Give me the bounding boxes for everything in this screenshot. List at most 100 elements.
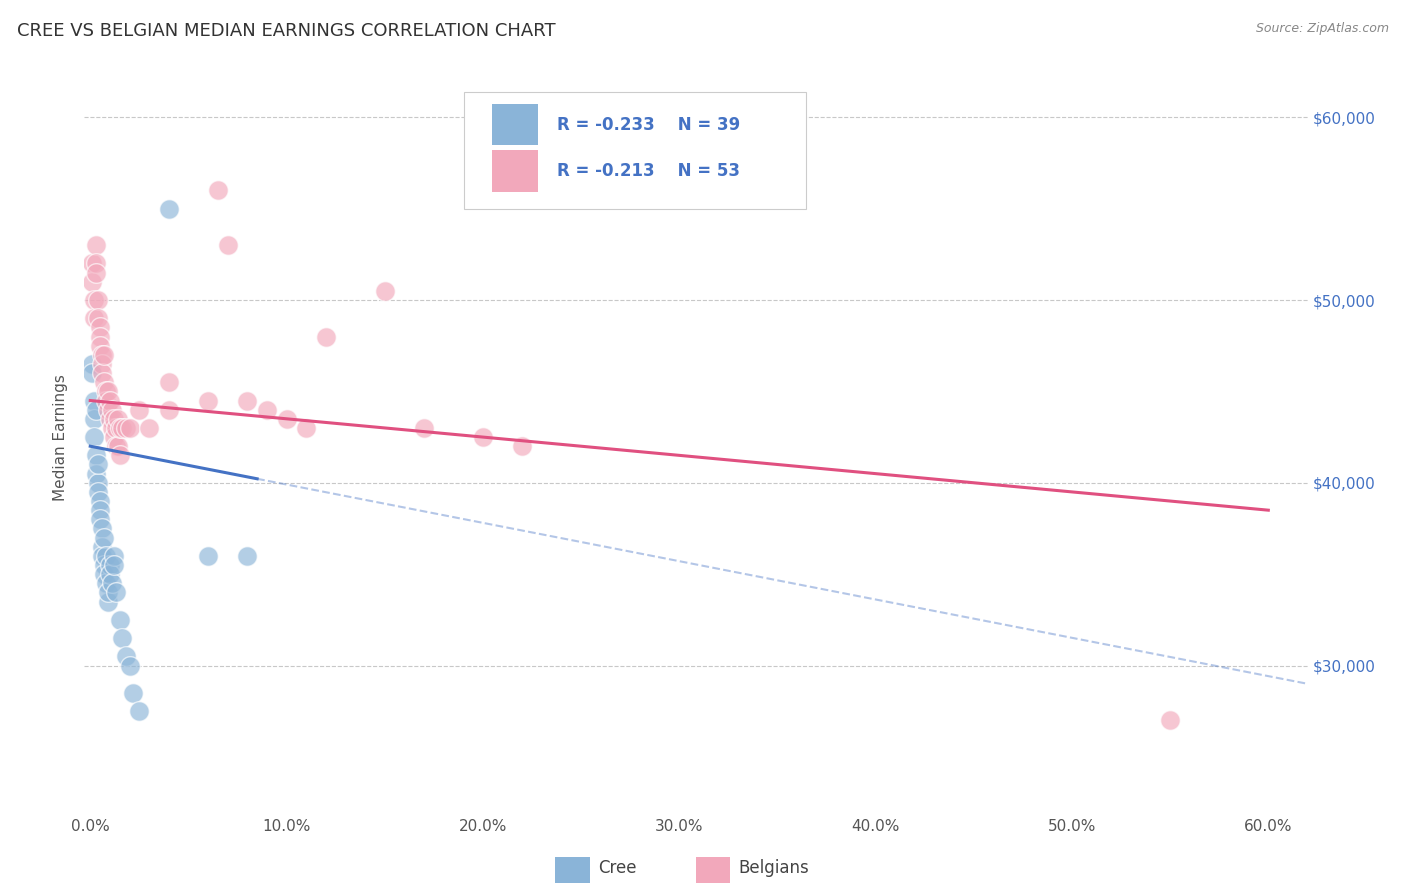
Point (103, 412, 125, 426)
Point (101, 402, 124, 417)
Point (89, 339, 111, 353)
Point (111, 421, 134, 435)
Text: R = -0.233    N = 39: R = -0.233 N = 39 (557, 116, 740, 134)
Text: Source: ZipAtlas.com: Source: ZipAtlas.com (1256, 22, 1389, 36)
Point (82, 366, 104, 380)
Point (315, 329, 337, 343)
Point (108, 613, 131, 627)
Point (114, 421, 136, 435)
Point (295, 421, 318, 435)
Point (104, 439, 127, 453)
Point (98, 567, 121, 582)
Point (118, 421, 141, 435)
Text: CREE VS BELGIAN MEDIAN EARNINGS CORRELATION CHART: CREE VS BELGIAN MEDIAN EARNINGS CORRELAT… (17, 22, 555, 40)
Point (236, 393, 259, 408)
Point (98, 558, 121, 572)
Point (122, 686, 145, 700)
Point (94, 576, 117, 591)
Point (87, 458, 110, 472)
Point (84, 448, 107, 462)
Point (87, 475, 110, 490)
Point (108, 448, 131, 462)
Point (97, 384, 120, 399)
Point (84, 266, 107, 280)
Point (111, 631, 134, 645)
Point (103, 558, 125, 572)
Point (128, 402, 150, 417)
Point (91, 521, 114, 535)
Point (197, 393, 219, 408)
Point (101, 576, 124, 591)
Y-axis label: Median Earnings: Median Earnings (53, 374, 69, 500)
Point (89, 503, 111, 517)
Point (94, 384, 117, 399)
Point (118, 658, 141, 673)
Point (114, 649, 136, 664)
Point (83, 412, 105, 426)
Point (87, 484, 110, 499)
Point (104, 585, 127, 599)
Point (207, 183, 229, 197)
FancyBboxPatch shape (464, 93, 806, 209)
Point (1159, 714, 1181, 728)
Point (84, 256, 107, 270)
Point (413, 421, 436, 435)
Point (97, 585, 120, 599)
Point (510, 439, 533, 453)
Point (108, 421, 131, 435)
Point (93, 348, 115, 362)
Point (471, 430, 494, 444)
Point (157, 402, 180, 417)
Point (93, 567, 115, 582)
Point (107, 439, 129, 453)
Point (87, 293, 110, 307)
Point (104, 421, 127, 435)
Point (83, 293, 105, 307)
Point (82, 256, 104, 270)
Point (83, 430, 105, 444)
Point (138, 421, 160, 435)
Point (82, 357, 104, 371)
Point (103, 430, 125, 444)
Point (236, 549, 259, 563)
Point (91, 549, 114, 563)
Text: Cree: Cree (598, 859, 637, 877)
FancyBboxPatch shape (492, 104, 538, 145)
Point (276, 412, 298, 426)
Point (91, 540, 114, 554)
Point (84, 402, 107, 417)
Point (97, 402, 120, 417)
Point (197, 549, 219, 563)
Point (98, 412, 121, 426)
Point (157, 376, 180, 390)
Point (94, 549, 117, 563)
Point (87, 311, 110, 326)
Point (83, 393, 105, 408)
Point (374, 284, 396, 298)
FancyBboxPatch shape (696, 856, 730, 883)
FancyBboxPatch shape (492, 151, 538, 192)
Point (89, 512, 111, 526)
Point (157, 202, 180, 216)
Point (91, 357, 114, 371)
Point (91, 348, 114, 362)
Text: Belgians: Belgians (738, 859, 810, 877)
Point (83, 311, 105, 326)
Point (217, 238, 239, 252)
Point (107, 412, 129, 426)
Point (89, 320, 111, 334)
Point (94, 393, 117, 408)
Point (93, 531, 115, 545)
Point (103, 549, 125, 563)
Point (91, 366, 114, 380)
Point (84, 467, 107, 481)
Point (89, 329, 111, 343)
Point (89, 494, 111, 508)
Point (93, 558, 115, 572)
Point (101, 421, 124, 435)
Point (84, 238, 107, 252)
Point (97, 594, 120, 608)
Point (256, 402, 278, 417)
Point (93, 376, 115, 390)
Point (128, 704, 150, 718)
